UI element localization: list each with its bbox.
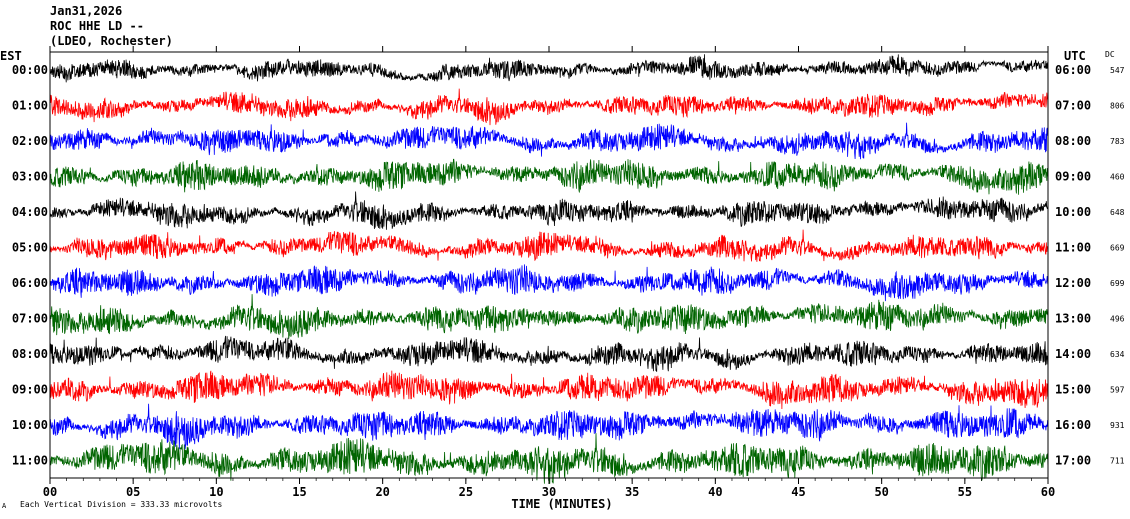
record-date: Jan31,2026 [50,4,123,18]
trace-row-9 [49,370,1049,410]
utc-tick-label: 16:00 [1055,418,1091,432]
est-tick-label: 03:00 [12,170,48,184]
est-tick-label: 09:00 [12,383,48,397]
utc-tick-label: 10:00 [1055,205,1091,219]
dc-offset-label: 711 [1110,457,1125,466]
trace-row-3 [49,158,1049,195]
est-tick-label: 01:00 [12,99,48,113]
dc-column-title: DC [1105,50,1115,59]
station-code: ROC HHE LD -- [50,19,144,33]
dc-offset-label: 597 [1110,386,1125,395]
scale-footnote: Each Vertical Division = 333.33 microvol… [20,500,223,509]
trace-row-6 [49,264,1049,302]
x-tick-label: 15 [292,485,306,499]
footnote-marker: A [2,502,7,510]
est-tick-label: 05:00 [12,241,48,255]
trace-row-0 [49,54,1049,83]
trace-row-1 [49,88,1049,126]
utc-tick-label: 09:00 [1055,170,1091,184]
dc-offset-label: 931 [1110,421,1125,430]
x-tick-label: 45 [791,485,805,499]
x-tick-label: 35 [625,485,639,499]
est-tick-label: 11:00 [12,454,48,468]
x-tick-label: 25 [459,485,473,499]
x-tick-label: 30 [542,485,556,499]
dc-offset-label: 648 [1110,208,1125,217]
utc-tick-label: 06:00 [1055,63,1091,77]
x-tick-label: 10 [209,485,223,499]
dc-offset-label: 699 [1110,279,1125,288]
dc-offset-label: 547 [1110,66,1125,75]
x-axis-label: TIME (MINUTES) [511,497,612,511]
dc-offset-label: 669 [1110,244,1125,253]
utc-tick-label: 14:00 [1055,347,1091,361]
x-tick-label: 20 [375,485,389,499]
utc-tick-label: 11:00 [1055,241,1091,255]
utc-tick-label: 17:00 [1055,454,1091,468]
station-location: (LDEO, Rochester) [50,34,173,48]
plot-frame [49,51,1049,479]
trace-row-10 [49,403,1049,450]
dc-offset-label: 806 [1110,102,1125,111]
trace-row-5 [49,229,1049,262]
dc-offset-label: 496 [1110,315,1125,324]
est-tick-label: 00:00 [12,63,48,77]
est-tick-label: 04:00 [12,205,48,219]
dc-offset-label: 634 [1110,350,1125,359]
trace-row-11 [49,433,1049,484]
utc-axis-title: UTC [1064,49,1086,63]
trace-row-7 [49,294,1049,339]
dc-offset-label: 460 [1110,173,1125,182]
utc-tick-label: 07:00 [1055,99,1091,113]
est-tick-label: 10:00 [12,418,48,432]
est-tick-label: 02:00 [12,134,48,148]
x-tick-label: 00 [43,485,57,499]
est-tick-label: 07:00 [12,312,48,326]
trace-row-8 [49,335,1049,372]
x-tick-label: 55 [958,485,972,499]
est-tick-label: 06:00 [12,276,48,290]
est-axis-title: EST [0,49,22,63]
x-tick-label: 60 [1041,485,1055,499]
trace-row-2 [49,122,1049,160]
trace-row-4 [49,191,1049,230]
utc-tick-label: 08:00 [1055,134,1091,148]
utc-tick-label: 13:00 [1055,312,1091,326]
est-tick-label: 08:00 [12,347,48,361]
x-tick-label: 50 [874,485,888,499]
utc-tick-label: 12:00 [1055,276,1091,290]
x-tick-label: 05 [126,485,140,499]
utc-tick-label: 15:00 [1055,383,1091,397]
dc-offset-label: 783 [1110,137,1125,146]
x-tick-label: 40 [708,485,722,499]
